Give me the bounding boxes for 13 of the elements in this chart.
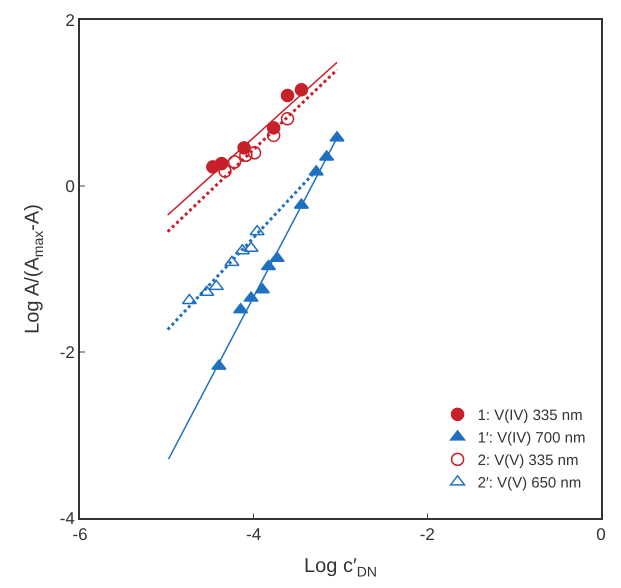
y-tick-label: -2 xyxy=(60,342,75,362)
x-tick-label: -4 xyxy=(246,525,262,544)
y-tick-label: -4 xyxy=(60,508,75,528)
y-tick-label: 0 xyxy=(65,176,75,196)
legend-label: 1: V(IV) 335 nm xyxy=(478,407,583,424)
x-tick-label: -6 xyxy=(72,525,88,544)
x-axis-title: Log c′$_{DN}$ xyxy=(304,555,377,580)
y-tick-label: 2 xyxy=(65,10,75,30)
legend-label: 1′: V(IV) 700 nm xyxy=(478,430,586,447)
legend-label: 2′: V(V) 650 nm xyxy=(478,474,582,492)
x-tick-label: -2 xyxy=(420,525,435,544)
legend-label: 2: V(V) 335 nm xyxy=(478,452,578,470)
x-tick-label: 0 xyxy=(596,525,606,544)
